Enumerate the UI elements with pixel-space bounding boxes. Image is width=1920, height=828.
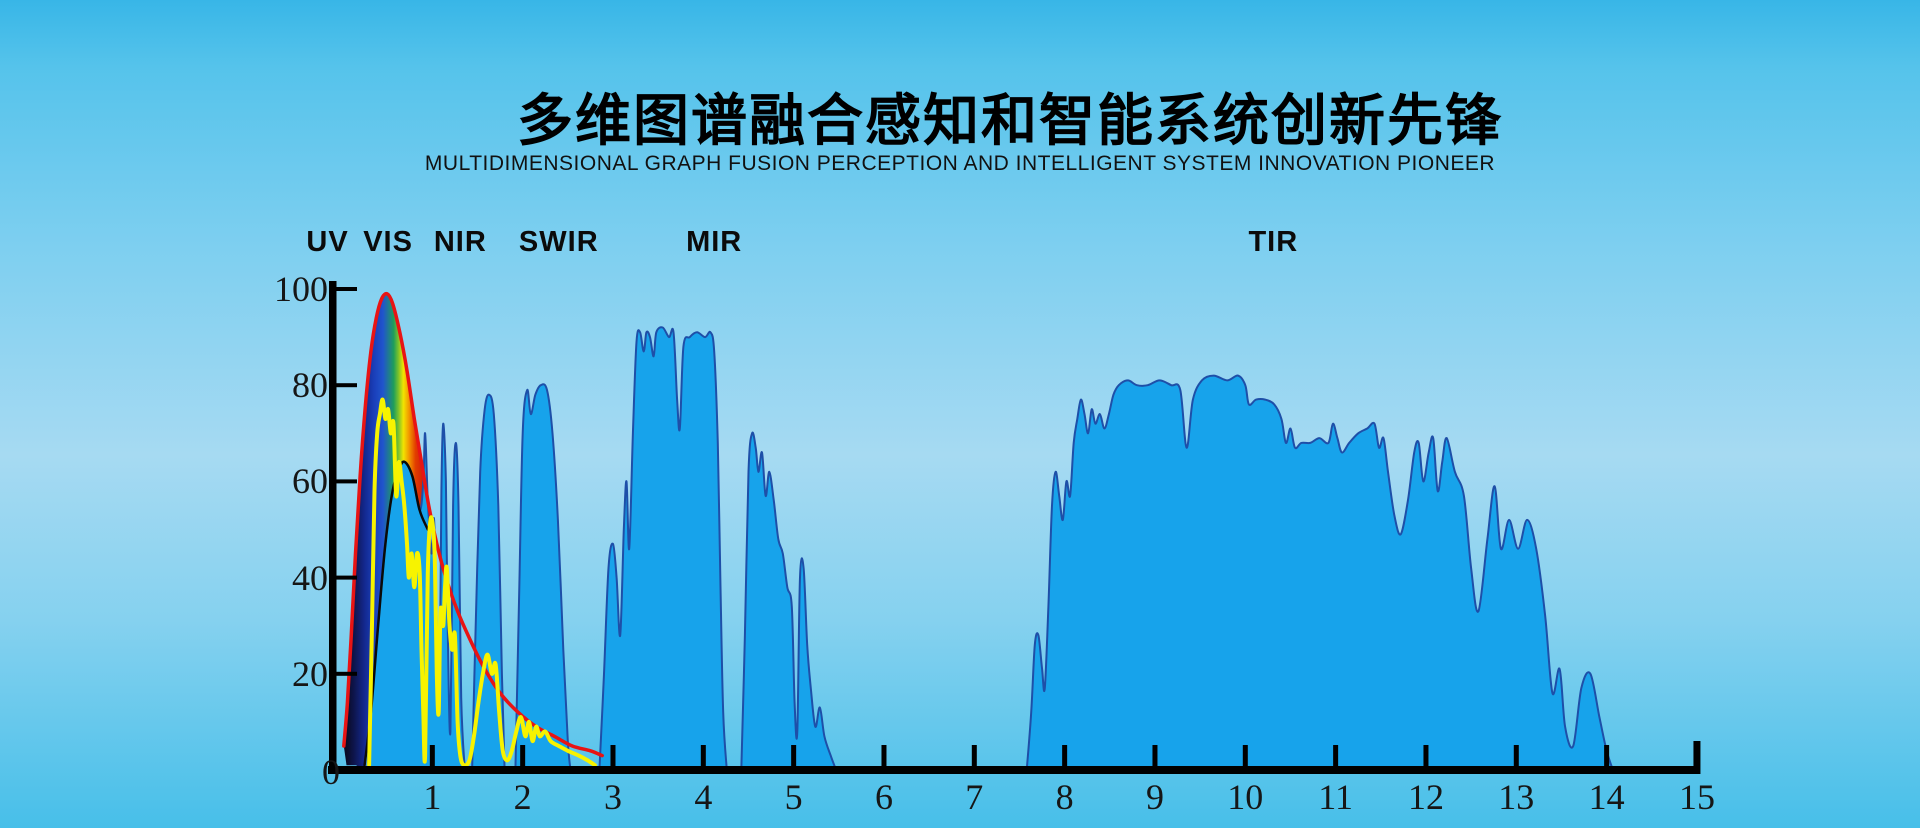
x-axis-endcap: [1693, 741, 1701, 774]
x-tick: [971, 745, 977, 766]
y-tick-label-80: 80: [292, 365, 328, 406]
x-tick-label-3: 3: [603, 777, 622, 817]
x-tick: [700, 745, 706, 766]
y-axis: [329, 281, 337, 774]
x-tick-label-10: 10: [1227, 777, 1264, 817]
blackbody-envelope-curve: [342, 291, 604, 758]
band-label-uv: UV: [306, 226, 349, 258]
x-tick-label-14: 14: [1588, 777, 1625, 817]
x-axis: [328, 766, 1700, 774]
y-tick: [336, 575, 357, 580]
ground-solar-spectrum-curve: [367, 397, 597, 768]
x-tick: [610, 745, 616, 766]
x-tick: [1062, 745, 1068, 766]
y-tick-label-60: 60: [292, 461, 328, 502]
x-tick-label-5: 5: [784, 777, 803, 817]
page-subtitle: MULTIDIMENSIONAL GRAPH FUSION PERCEPTION…: [424, 152, 1496, 175]
x-tick-label-9: 9: [1145, 777, 1164, 817]
y-tick-label-40: 40: [292, 557, 328, 598]
transmission-window-area-3: [514, 383, 572, 771]
x-tick-label-12: 12: [1407, 777, 1444, 817]
band-label-tir: TIR: [1248, 226, 1299, 258]
transmission-window-area-5: [740, 431, 838, 771]
y-tick: [336, 287, 357, 291]
y-tick: [336, 383, 357, 388]
x-tick-label-7: 7: [965, 777, 984, 817]
y-tick: [336, 479, 357, 484]
x-tick: [791, 745, 797, 766]
x-tick: [1423, 745, 1429, 766]
x-tick-label-11: 11: [1318, 777, 1353, 817]
x-tick-label-15: 15: [1678, 777, 1715, 817]
x-tick: [1333, 745, 1339, 766]
band-label-swir: SWIR: [518, 226, 599, 258]
x-tick-label-1: 1: [423, 777, 442, 817]
y-tick-label-100: 100: [274, 269, 328, 309]
transmission-window-area-6: [1025, 374, 1614, 771]
y-tick: [336, 671, 357, 676]
x-tick-label-6: 6: [874, 777, 893, 817]
x-tick-label-13: 13: [1498, 777, 1535, 817]
x-tick-label-8: 8: [1055, 777, 1074, 817]
x-tick-label-2: 2: [513, 777, 532, 817]
band-label-mir: MIR: [686, 226, 743, 258]
x-tick: [1513, 745, 1519, 766]
y-tick-label-20: 20: [292, 653, 328, 694]
band-label-vis: VIS: [363, 226, 413, 258]
x-tick-label-4: 4: [694, 777, 713, 817]
origin-label: 0: [322, 752, 340, 792]
transmission-window-area-4: [598, 326, 728, 771]
x-tick: [1152, 745, 1158, 766]
x-tick: [520, 745, 526, 766]
band-label-nir: NIR: [433, 226, 487, 258]
x-tick: [1242, 745, 1248, 766]
x-tick: [1604, 745, 1610, 766]
x-tick: [429, 745, 435, 766]
page-title: 多维图谱融合感知和智能系统创新先锋: [517, 89, 1503, 152]
x-tick: [881, 745, 887, 766]
